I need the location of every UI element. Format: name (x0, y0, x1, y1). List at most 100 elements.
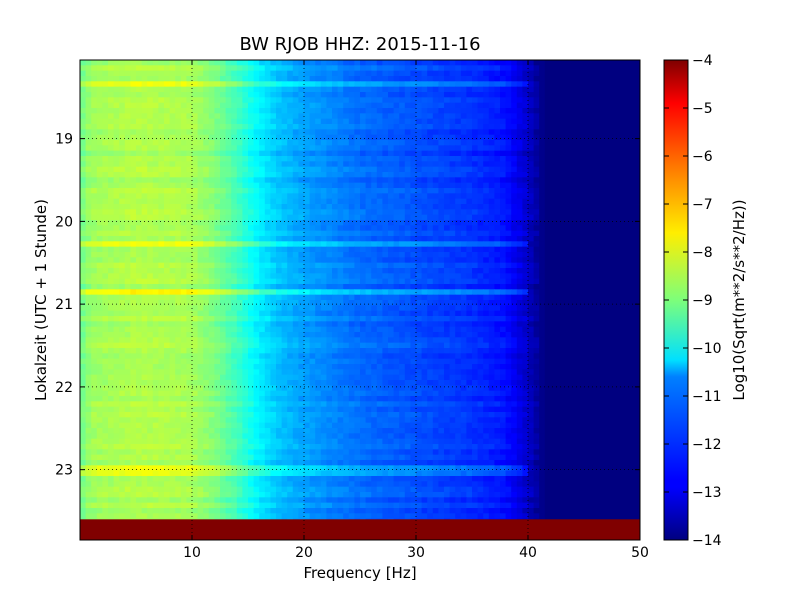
heatmap-cell (382, 300, 389, 306)
heatmap-cell (242, 129, 249, 136)
heatmap-cell (180, 246, 187, 253)
heatmap-cell (175, 113, 182, 120)
heatmap-cell (612, 268, 619, 274)
heatmap-cell (584, 273, 591, 280)
heatmap-cell (332, 177, 339, 184)
heatmap-cell (119, 284, 126, 290)
heatmap-cell (634, 300, 640, 306)
heatmap-cell (578, 321, 585, 328)
heatmap-cell (180, 305, 187, 312)
heatmap-cell (208, 262, 215, 269)
heatmap-cell (220, 156, 227, 162)
heatmap-cell (203, 220, 210, 226)
heatmap-cell (516, 252, 523, 258)
heatmap-cell (600, 241, 607, 248)
heatmap-cell (214, 262, 221, 269)
heatmap-cell (393, 321, 400, 328)
heatmap-cell (102, 166, 109, 173)
heatmap-cell (315, 166, 322, 173)
heatmap-cell (130, 252, 137, 258)
heatmap-cell (393, 108, 400, 114)
heatmap-cell (298, 236, 305, 242)
heatmap-cell (343, 284, 350, 290)
heatmap-cell (511, 214, 518, 221)
heatmap-cell (113, 268, 120, 274)
heatmap-cell (304, 140, 311, 146)
heatmap-cell (180, 134, 187, 141)
heatmap-cell (119, 252, 126, 258)
heatmap-cell (113, 214, 120, 221)
heatmap-cell (634, 140, 640, 146)
heatmap-cell (589, 294, 596, 301)
heatmap-cell (220, 278, 227, 285)
heatmap-cell (371, 310, 378, 317)
heatmap-cell (612, 209, 619, 216)
heatmap-cell (516, 310, 523, 317)
heatmap-cell (320, 97, 327, 104)
heatmap-cell (427, 220, 434, 226)
heatmap-cell (214, 236, 221, 242)
heatmap-cell (416, 182, 423, 189)
heatmap-cell (421, 81, 428, 88)
heatmap-cell (175, 198, 182, 205)
heatmap-cell (449, 289, 456, 296)
heatmap-cell (410, 182, 417, 189)
heatmap-cell (483, 102, 490, 109)
heatmap-cell (595, 193, 602, 200)
heatmap-cell (102, 225, 109, 232)
heatmap-cell (421, 161, 428, 168)
heatmap-cell (511, 124, 518, 130)
heatmap-cell (80, 177, 87, 184)
heatmap-cell (264, 166, 271, 173)
heatmap-cell (522, 140, 529, 146)
heatmap-cell (416, 305, 423, 312)
heatmap-cell (572, 246, 579, 253)
heatmap-cell (348, 76, 355, 82)
heatmap-cell (561, 182, 568, 189)
heatmap-cell (136, 257, 143, 264)
heatmap-cell (225, 172, 232, 178)
heatmap-cell (337, 177, 344, 184)
heatmap-cell (455, 60, 462, 66)
heatmap-cell (309, 204, 316, 210)
heatmap-cell (152, 316, 159, 322)
heatmap-cell (169, 193, 176, 200)
heatmap-cell (606, 65, 613, 72)
heatmap-cell (416, 214, 423, 221)
heatmap-cell (623, 294, 630, 301)
heatmap-cell (399, 92, 406, 98)
heatmap-cell (354, 145, 361, 152)
heatmap-cell (287, 305, 294, 312)
heatmap-cell (477, 145, 484, 152)
heatmap-cell (152, 118, 159, 125)
heatmap-cell (472, 140, 479, 146)
heatmap-cell (522, 60, 529, 66)
heatmap-cell (236, 273, 243, 280)
heatmap-cell (634, 145, 640, 152)
heatmap-cell (147, 182, 154, 189)
heatmap-cell (91, 241, 98, 248)
heatmap-cell (416, 108, 423, 114)
heatmap-cell (158, 193, 165, 200)
heatmap-cell (259, 129, 266, 136)
heatmap-cell (175, 310, 182, 317)
heatmap-cell (427, 108, 434, 114)
heatmap-cell (220, 150, 227, 157)
heatmap-cell (578, 294, 585, 301)
heatmap-cell (197, 76, 204, 82)
heatmap-cell (343, 156, 350, 162)
heatmap-cell (130, 321, 137, 328)
heatmap-cell (220, 198, 227, 205)
heatmap-cell (130, 198, 137, 205)
heatmap-cell (399, 241, 406, 248)
heatmap-cell (449, 86, 456, 93)
heatmap-cell (494, 300, 501, 306)
heatmap-cell (612, 236, 619, 242)
heatmap-cell (248, 81, 255, 88)
heatmap-cell (264, 198, 271, 205)
heatmap-cell (533, 134, 540, 141)
heatmap-cell (281, 300, 288, 306)
heatmap-cell (175, 268, 182, 274)
heatmap-cell (466, 198, 473, 205)
heatmap-cell (304, 220, 311, 226)
